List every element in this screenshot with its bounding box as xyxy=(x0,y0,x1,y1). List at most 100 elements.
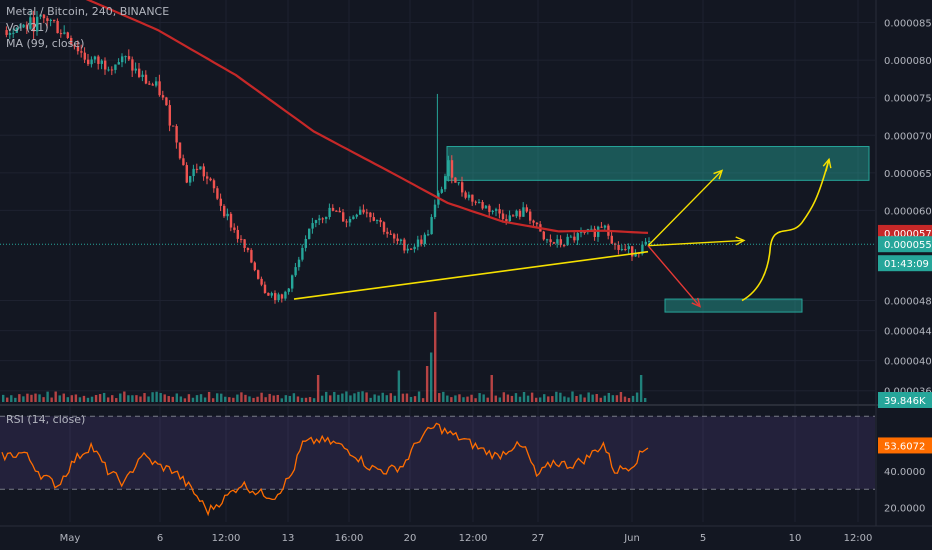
volume-bar xyxy=(526,395,530,402)
volume-bar xyxy=(90,396,94,402)
volume-bar xyxy=(46,391,49,402)
candle-body xyxy=(304,238,307,248)
candle-body xyxy=(331,207,335,211)
volume-bar xyxy=(70,395,74,402)
candle-body xyxy=(151,84,154,86)
volume-bar xyxy=(514,393,518,402)
volume-bar xyxy=(567,397,570,402)
volume-indicator-label[interactable]: Vol (21) xyxy=(6,21,49,34)
volume-bar xyxy=(62,393,65,402)
candle-body xyxy=(263,284,267,294)
candle-body xyxy=(308,228,311,239)
candle-body xyxy=(124,56,127,58)
volume-bar xyxy=(42,397,45,402)
volume-bar xyxy=(543,394,546,402)
arrow-head xyxy=(713,169,724,180)
volume-bar xyxy=(272,395,275,402)
volume-bar xyxy=(490,375,493,402)
volume-bar xyxy=(401,393,405,402)
candle-body xyxy=(131,59,134,71)
volume-bar xyxy=(421,398,425,402)
volume-bar xyxy=(123,391,126,402)
candle-body xyxy=(260,278,263,285)
volume-bar xyxy=(30,394,33,402)
candle-body xyxy=(192,168,195,177)
volume-bar xyxy=(14,397,17,402)
volume-bar xyxy=(276,394,279,402)
volume-bar xyxy=(349,395,352,402)
volume-bar xyxy=(587,392,590,402)
candle-body xyxy=(552,242,556,244)
candle-body xyxy=(165,97,168,106)
candle-body xyxy=(73,44,76,47)
volume-bar xyxy=(119,393,122,402)
arrow-shaft xyxy=(647,245,701,308)
ma-indicator-label[interactable]: MA (99, close) xyxy=(6,37,85,50)
candle-body xyxy=(382,222,386,232)
candle-body xyxy=(87,59,90,65)
candle-body xyxy=(76,46,80,52)
candle-body xyxy=(66,32,69,38)
candle-body xyxy=(535,222,539,225)
volume-bar xyxy=(369,397,372,402)
volume-bar xyxy=(131,395,134,402)
candle-body xyxy=(464,192,467,198)
candle-body xyxy=(93,56,97,60)
candle-body xyxy=(199,166,202,170)
rsi-indicator-label[interactable]: RSI (14, close) xyxy=(6,413,86,426)
arrow-head xyxy=(735,236,746,246)
volume-bar xyxy=(102,392,106,402)
candle-body xyxy=(144,74,148,84)
candle-body xyxy=(141,74,144,77)
volume-bar xyxy=(316,375,320,402)
volume-bar xyxy=(220,393,223,402)
volume-bar xyxy=(187,394,191,402)
last-price-badge: 0.0000555 xyxy=(878,236,932,253)
candle-body xyxy=(430,217,433,235)
last-price-badge-bg xyxy=(878,236,932,253)
volume-bar xyxy=(345,391,348,402)
candle-body xyxy=(270,293,273,296)
candle-body xyxy=(580,231,583,234)
volume-bar xyxy=(111,395,114,402)
volume-bar xyxy=(296,396,300,402)
volume-bar xyxy=(159,393,162,402)
candle-body xyxy=(386,231,389,234)
volume-bar xyxy=(538,397,542,402)
candle-body xyxy=(600,226,603,228)
volume-bar xyxy=(244,394,247,402)
candle-body xyxy=(49,19,52,21)
candle-body xyxy=(134,68,137,71)
volume-bar xyxy=(462,397,465,402)
volume-bar xyxy=(163,394,166,402)
candle-body xyxy=(104,60,107,70)
volume-bar xyxy=(215,393,219,402)
candle-body xyxy=(36,16,39,32)
candle-body xyxy=(342,212,345,222)
volume-bar xyxy=(300,397,304,402)
volume-bar xyxy=(631,395,635,402)
volume-bar xyxy=(240,392,243,402)
candle-body xyxy=(267,293,270,296)
volume-bar xyxy=(478,393,481,402)
volume-bar xyxy=(603,395,606,402)
resistance-zone xyxy=(446,146,870,181)
candle-body xyxy=(593,228,596,237)
candle-body xyxy=(294,267,297,276)
rsi-axis-label: 40.0000 xyxy=(884,467,925,478)
volume-bar xyxy=(211,398,215,402)
symbol-title[interactable]: Metal / Bitcoin, 240, BINANCE xyxy=(6,5,170,18)
time-axis-label: 12:00 xyxy=(212,533,241,544)
volume-bar xyxy=(155,391,158,402)
candle-body xyxy=(148,83,151,85)
candle-body xyxy=(505,219,508,222)
candle-body xyxy=(501,213,505,220)
volume-bar xyxy=(510,395,514,402)
candle-body xyxy=(178,142,182,159)
candle-body xyxy=(641,244,644,254)
candle-body xyxy=(634,252,637,257)
candle-body xyxy=(379,219,382,223)
candle-body xyxy=(450,160,454,178)
